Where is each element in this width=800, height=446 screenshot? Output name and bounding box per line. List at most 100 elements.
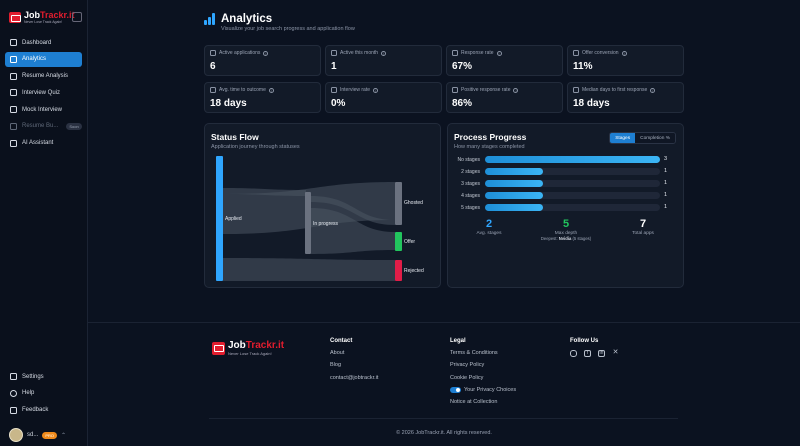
thumbs-up-icon (452, 87, 458, 93)
stat-card: Avg. time to outcome i 18 days (204, 82, 321, 113)
bar[interactable] (485, 204, 544, 211)
bar-row: 3 stages 1 (448, 179, 678, 188)
logo-name-part2: Trackr.it (40, 10, 75, 20)
avg-stages-value: 2 (485, 218, 493, 230)
footer-follow: Follow Us f in ✕ (570, 338, 619, 357)
info-icon[interactable]: i (650, 87, 656, 93)
footer-heading-contact: Contact (330, 338, 353, 344)
linkedin-icon[interactable]: in (598, 350, 605, 357)
footer-legal: Legal Terms & Conditions Privacy Policy … (450, 338, 516, 411)
footer-link-notice[interactable]: Notice at Collection (450, 399, 498, 406)
user-name: sd... (27, 432, 39, 438)
bar-row: 4 stages 1 (448, 191, 678, 200)
sankey-diagram: Applied In progress Ghosted Offer Reject… (216, 156, 424, 281)
stat-card: Offer conversion i 11% (567, 45, 684, 76)
stat-card: Median days to first response i 18 days (567, 82, 684, 113)
sidebar-item-settings[interactable]: Settings (5, 369, 82, 384)
footer-logo[interactable]: JobTrackr.it Never Lose Track Again! (212, 341, 284, 356)
info-icon[interactable]: i (496, 50, 502, 56)
info-icon[interactable]: i (373, 87, 379, 93)
footer: JobTrackr.it Never Lose Track Again! Con… (88, 323, 800, 446)
footer-link-email[interactable]: contact@jobtrackr.it (330, 374, 379, 381)
bar[interactable] (485, 180, 544, 187)
sidebar-item-feedback[interactable]: Feedback (5, 403, 82, 418)
sidebar-collapse-icon[interactable] (72, 12, 82, 22)
sidebar-bottom-nav: Settings Help Feedback (5, 369, 82, 419)
stat-value: 18 days (210, 98, 247, 109)
avatar (9, 428, 23, 442)
status-flow-title: Status Flow (211, 132, 259, 142)
bar-value-label: 1 (664, 192, 668, 198)
status-flow-subtitle: Application journey through statuses (211, 144, 300, 150)
footer-link-cookie[interactable]: Cookie Policy (450, 374, 484, 381)
instagram-icon[interactable] (570, 350, 577, 357)
trophy-icon (573, 50, 579, 56)
node-label-in-progress: In progress (313, 221, 339, 227)
max-depth-stat: 5 Max depth Deepest: Nvidia (5 stages) (536, 218, 596, 241)
clock-icon (210, 87, 216, 93)
footer-link-about[interactable]: About (330, 350, 345, 356)
flow-link-applied-rejected (223, 258, 395, 281)
logo[interactable]: JobTrackr.it Never Lose Track Again! (9, 11, 75, 25)
node-label-applied: Applied (225, 216, 242, 222)
sidebar-item-analytics[interactable]: Analytics (5, 51, 82, 67)
status-flow-panel: Status Flow Application journey through … (204, 123, 441, 288)
info-icon[interactable]: i (381, 50, 387, 56)
calendar-icon (331, 50, 337, 56)
footer-link-terms[interactable]: Terms & Conditions (450, 350, 498, 356)
footer-link-privacy[interactable]: Privacy Policy (450, 362, 485, 369)
sidebar-item-dashboard[interactable]: Dashboard (5, 35, 82, 50)
info-icon[interactable]: i (263, 50, 269, 56)
soon-badge: Soon (66, 122, 82, 130)
stat-card: Positive response rate i 86% (446, 82, 563, 113)
flow-link-inprogress-ghosted (311, 196, 395, 225)
analytics-icon (10, 55, 17, 63)
mail-icon (452, 50, 458, 56)
sidebar-item-ai-assistant[interactable]: AI Assistant (5, 136, 82, 151)
bar-row: 2 stages 1 (448, 167, 678, 176)
sidebar-item-mock-interview[interactable]: Mock Interview (5, 102, 82, 117)
sidebar-nav: Dashboard Analytics Resume Analysis Inte… (5, 35, 82, 153)
video-icon (10, 106, 17, 114)
toggle-completion[interactable]: Completion % (635, 133, 675, 143)
bar-chart-icon (204, 13, 216, 25)
toggle-stages[interactable]: Stages (610, 133, 636, 143)
avg-stages-label: Avg. stages (476, 231, 502, 236)
node-in-progress (305, 192, 311, 254)
stat-value: 18 days (573, 98, 610, 109)
stat-value: 0% (331, 98, 346, 109)
copyright: © 2026 JobTrackr.it. All rights reserved… (396, 430, 492, 436)
bar-track (485, 180, 660, 187)
node-ghosted (395, 182, 402, 225)
sidebar: JobTrackr.it Never Lose Track Again! Das… (0, 0, 88, 446)
avg-stages-stat: 2 Avg. stages (459, 218, 519, 236)
sidebar-item-resume-analysis[interactable]: Resume Analysis (5, 69, 82, 84)
user-menu[interactable]: sd... PRO ⌃ (9, 428, 66, 442)
footer-heading-follow: Follow Us (570, 338, 599, 344)
bar-value-label: 1 (664, 168, 668, 174)
bar[interactable] (485, 168, 544, 175)
info-icon[interactable]: i (513, 87, 519, 93)
facebook-icon[interactable]: f (584, 350, 591, 357)
logo-name-part1: Job (24, 10, 41, 20)
sidebar-item-help[interactable]: Help (5, 386, 82, 401)
bar[interactable] (485, 192, 544, 199)
page-subtitle: Visualize your job search progress and a… (221, 26, 355, 32)
x-icon[interactable]: ✕ (612, 349, 619, 356)
info-icon[interactable]: i (268, 87, 274, 93)
logo-tagline: Never Lose Track Again! (24, 20, 63, 24)
info-icon[interactable]: i (621, 50, 627, 56)
process-progress-panel: Process Progress How many stages complet… (447, 123, 684, 288)
briefcase-icon (210, 50, 216, 56)
feedback-icon (10, 406, 17, 414)
stat-value: 11% (573, 61, 593, 72)
bar[interactable] (485, 156, 660, 163)
hourglass-icon (573, 87, 579, 93)
page-title: Analytics (221, 13, 273, 25)
footer-link-blog[interactable]: Blog (330, 362, 342, 369)
sidebar-item-interview-quiz[interactable]: Interview Quiz (5, 85, 82, 100)
stat-value: 86% (452, 98, 473, 109)
node-label-ghosted: Ghosted (404, 200, 423, 206)
footer-link-privacy-choices[interactable]: Your Privacy Choices (450, 386, 516, 393)
total-apps-stat: 7 Total apps (613, 218, 673, 236)
